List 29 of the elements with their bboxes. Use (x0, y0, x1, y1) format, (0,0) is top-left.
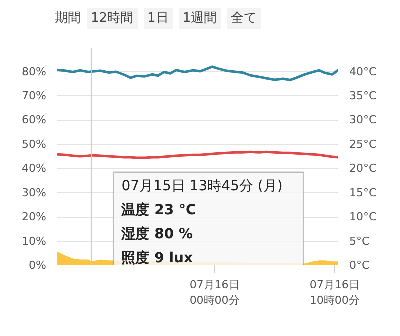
x-tick-label: 07月16日 10時00分 (310, 278, 360, 308)
annotation: 温度 23 °C (120, 202, 196, 218)
text: 12時間 (87, 8, 138, 29)
y-tick-label: 20% (22, 210, 47, 224)
y-tick-label: 10% (22, 234, 47, 248)
annotation: 照度 9 lux (122, 250, 194, 266)
annotation: 07月15日 13時45分 (月) (122, 178, 283, 194)
y-tick-label: 40% (22, 162, 47, 176)
y2-tick-label: 40°C (350, 65, 377, 78)
y-tick-label: 70% (22, 89, 47, 102)
y2-tick-label: 10°C (350, 210, 377, 224)
y2-tick-label: 0°C (350, 259, 370, 272)
y2-tick-label: 15°C (350, 186, 377, 200)
text: 全て (227, 8, 262, 29)
y-tick-label: 80% (22, 65, 47, 78)
text: 1日 (144, 8, 173, 29)
annotation: 湿度 80 % (120, 226, 193, 242)
y2-tick-label: 5°C (350, 234, 370, 248)
y2-tick-label: 35°C (350, 89, 377, 102)
x-tick-label: 07月16日 00時00分 (190, 278, 240, 308)
y-tick-label: 0% (29, 259, 46, 272)
y-tick-label: 50% (22, 138, 47, 151)
y2-tick-label: 25°C (350, 138, 377, 151)
y-tick-label: 60% (22, 114, 47, 127)
text: 1週間 (178, 8, 222, 29)
y2-tick-label: 20°C (350, 162, 377, 176)
chart-title: 期間 (55, 11, 81, 26)
y2-tick-label: 30°C (350, 114, 377, 127)
y-tick-label: 30% (22, 186, 47, 200)
